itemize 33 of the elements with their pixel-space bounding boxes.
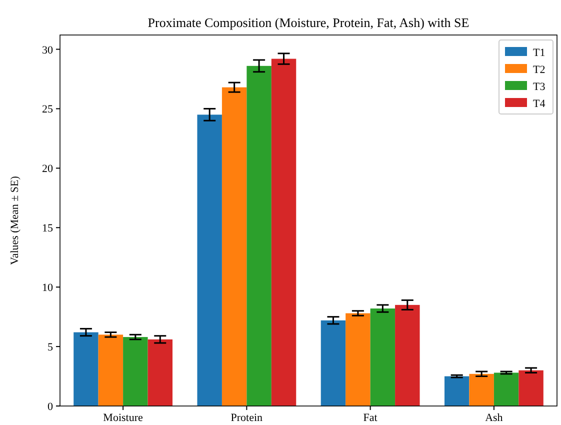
- y-tick-label: 5: [48, 342, 54, 354]
- bar: [222, 87, 247, 406]
- y-tick-label: 25: [42, 104, 54, 116]
- x-tick-label: Moisture: [103, 412, 144, 424]
- bar: [518, 370, 544, 406]
- bar: [123, 337, 148, 406]
- bar: [444, 376, 470, 406]
- bar: [469, 374, 494, 406]
- bar: [197, 114, 222, 406]
- legend-label: T1: [533, 47, 546, 59]
- y-tick-label: 30: [42, 44, 54, 56]
- bar: [246, 66, 272, 406]
- y-tick-label: 0: [48, 401, 54, 413]
- x-tick-label: Ash: [485, 412, 504, 424]
- legend-label: T2: [533, 64, 546, 76]
- legend-label: T3: [533, 81, 546, 93]
- bar: [395, 304, 420, 406]
- y-axis-title: Values (Mean ± SE): [9, 176, 21, 265]
- bar: [74, 332, 98, 406]
- y-tick-label: 15: [42, 222, 54, 235]
- bar: [98, 334, 124, 406]
- bar: [370, 308, 396, 406]
- bar: [346, 313, 370, 406]
- y-tick-label: 20: [42, 163, 54, 176]
- x-tick-label: Protein: [230, 412, 264, 424]
- chart-title: Proximate Composition (Moisture, Protein, Fat, Ash) with SE: [148, 15, 470, 30]
- bar: [320, 320, 346, 406]
- legend-label: T4: [533, 98, 546, 110]
- x-tick-label: Fat: [363, 412, 378, 424]
- bar: [494, 372, 519, 406]
- y-tick-label: 10: [42, 282, 54, 294]
- bar: [271, 58, 296, 406]
- bar: [148, 339, 173, 406]
